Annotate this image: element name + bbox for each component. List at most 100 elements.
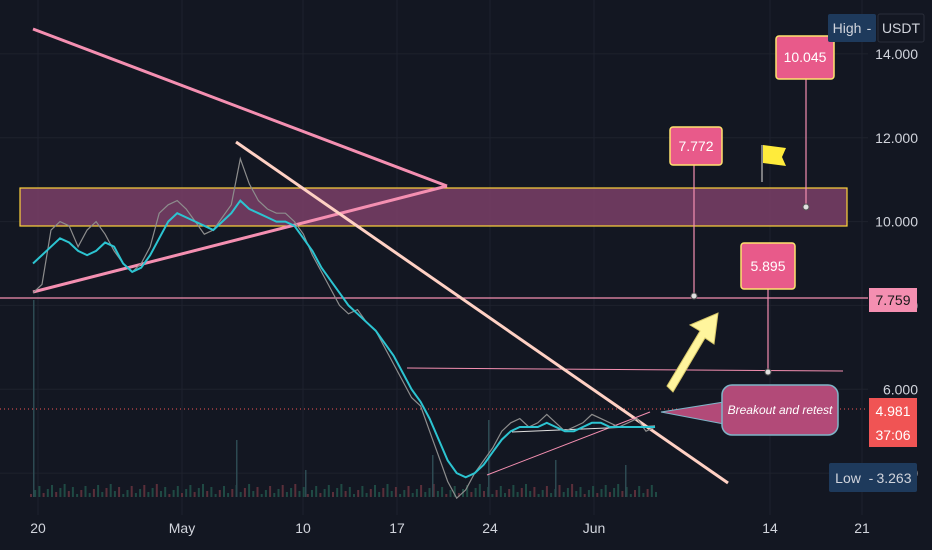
volume-bar xyxy=(428,488,431,497)
volume-bar xyxy=(218,490,221,497)
volume-bar xyxy=(311,490,313,497)
volume-bar xyxy=(176,486,179,497)
anchor-10045 xyxy=(802,203,810,211)
high-badge[interactable]: High - USDT xyxy=(828,13,925,43)
volume-bar xyxy=(189,485,192,497)
volume-bar xyxy=(399,494,402,497)
volume-bar xyxy=(336,488,339,497)
volume-bar xyxy=(290,488,293,497)
volume-bar xyxy=(508,489,511,497)
moving-average-series xyxy=(32,199,655,479)
volume-bar xyxy=(512,485,515,497)
volume-bar xyxy=(97,485,100,497)
volume-bar xyxy=(361,486,364,497)
y-tick-label: 14.000 xyxy=(875,46,918,62)
volume-bar xyxy=(374,485,376,497)
flag-icon[interactable] xyxy=(761,145,786,182)
volume-bar xyxy=(302,487,305,497)
up-arrow-icon[interactable] xyxy=(666,312,719,393)
volume-bar xyxy=(223,486,225,497)
volume-bar xyxy=(629,494,632,497)
volume-bar xyxy=(193,492,196,497)
triangle-lower-line[interactable] xyxy=(32,184,448,294)
x-tick-label: 10 xyxy=(295,520,311,536)
volume-bar xyxy=(269,486,272,497)
volume-bar xyxy=(420,485,423,497)
volume-bar xyxy=(625,487,628,497)
callout-5895-label: 5.895 xyxy=(750,258,785,274)
volume-bar xyxy=(516,492,519,497)
volume-bar xyxy=(243,488,246,497)
volume-bar xyxy=(105,488,108,497)
x-tick-label: 14 xyxy=(762,520,778,536)
volume-bar xyxy=(155,484,158,497)
volume-bar xyxy=(139,489,142,497)
volume-bar xyxy=(256,487,259,497)
high-label: High xyxy=(833,20,862,36)
volume-bar xyxy=(457,493,460,497)
low-badge[interactable]: Low - 3.263 xyxy=(829,463,917,492)
volume-bar xyxy=(227,493,230,497)
volume-bar xyxy=(88,493,91,497)
volume-bar xyxy=(134,493,137,497)
volume-spike xyxy=(33,300,35,497)
volume-bar xyxy=(202,484,204,497)
low-dash: - xyxy=(869,470,874,486)
volume-spike xyxy=(432,455,434,497)
volume-bar xyxy=(642,493,645,497)
resistance-zone[interactable] xyxy=(19,187,848,227)
volume-bar xyxy=(432,484,435,497)
volume-bar xyxy=(537,494,540,497)
volume-bar xyxy=(34,490,37,497)
volume-bar xyxy=(478,484,481,497)
volume-bar xyxy=(353,494,355,497)
volume-bar xyxy=(466,485,469,497)
volume-bar xyxy=(260,494,263,497)
volume-bar xyxy=(394,487,397,497)
volume-bar xyxy=(436,491,439,497)
volume-bar xyxy=(197,488,200,497)
volume-bar xyxy=(285,492,288,497)
time-axis[interactable]: 20 May 10 17 24 Jun 14 21 xyxy=(30,520,870,536)
volume-bar xyxy=(587,490,590,497)
volume-bar xyxy=(38,486,41,497)
volume-bar xyxy=(252,491,255,497)
volume-bar xyxy=(42,493,45,497)
x-tick-label: Jun xyxy=(583,520,606,536)
volume-bar xyxy=(92,489,95,497)
volume-bar xyxy=(101,492,104,497)
triangle-upper-line[interactable] xyxy=(32,27,448,188)
volume-bars xyxy=(30,300,657,497)
volume-bar xyxy=(533,487,536,497)
volume-bar xyxy=(495,490,498,497)
volume-bar xyxy=(118,487,121,497)
callout-10045[interactable]: 10.045 xyxy=(775,35,835,80)
x-tick-label: 17 xyxy=(389,520,405,536)
volume-bar xyxy=(344,491,347,497)
support-line[interactable] xyxy=(486,411,651,476)
countdown-text: 37:06 xyxy=(875,427,910,443)
volume-bar xyxy=(449,490,452,497)
volume-bar xyxy=(277,489,280,497)
volume-bar xyxy=(168,494,171,497)
volume-bar xyxy=(239,492,242,497)
volume-bar xyxy=(562,492,565,497)
last-price-badge: 4.981 37:06 xyxy=(869,398,917,447)
volume-bar xyxy=(55,492,58,497)
volume-bar xyxy=(181,493,183,497)
breakout-note[interactable]: Breakout and retest xyxy=(660,384,839,436)
volume-bar xyxy=(474,488,477,497)
last-price-text: 4.981 xyxy=(875,403,910,419)
callout-5895[interactable]: 5.895 xyxy=(740,242,796,290)
level-price-text: 7.759 xyxy=(875,292,910,308)
volume-bar xyxy=(604,485,607,497)
volume-bar xyxy=(67,491,70,497)
volume-bar xyxy=(525,484,527,497)
volume-bar xyxy=(248,484,251,497)
callout-10045-label: 10.045 xyxy=(784,49,827,65)
volume-bar xyxy=(424,492,427,497)
volume-bar xyxy=(499,486,502,497)
callout-7772[interactable]: 7.772 xyxy=(669,126,723,166)
